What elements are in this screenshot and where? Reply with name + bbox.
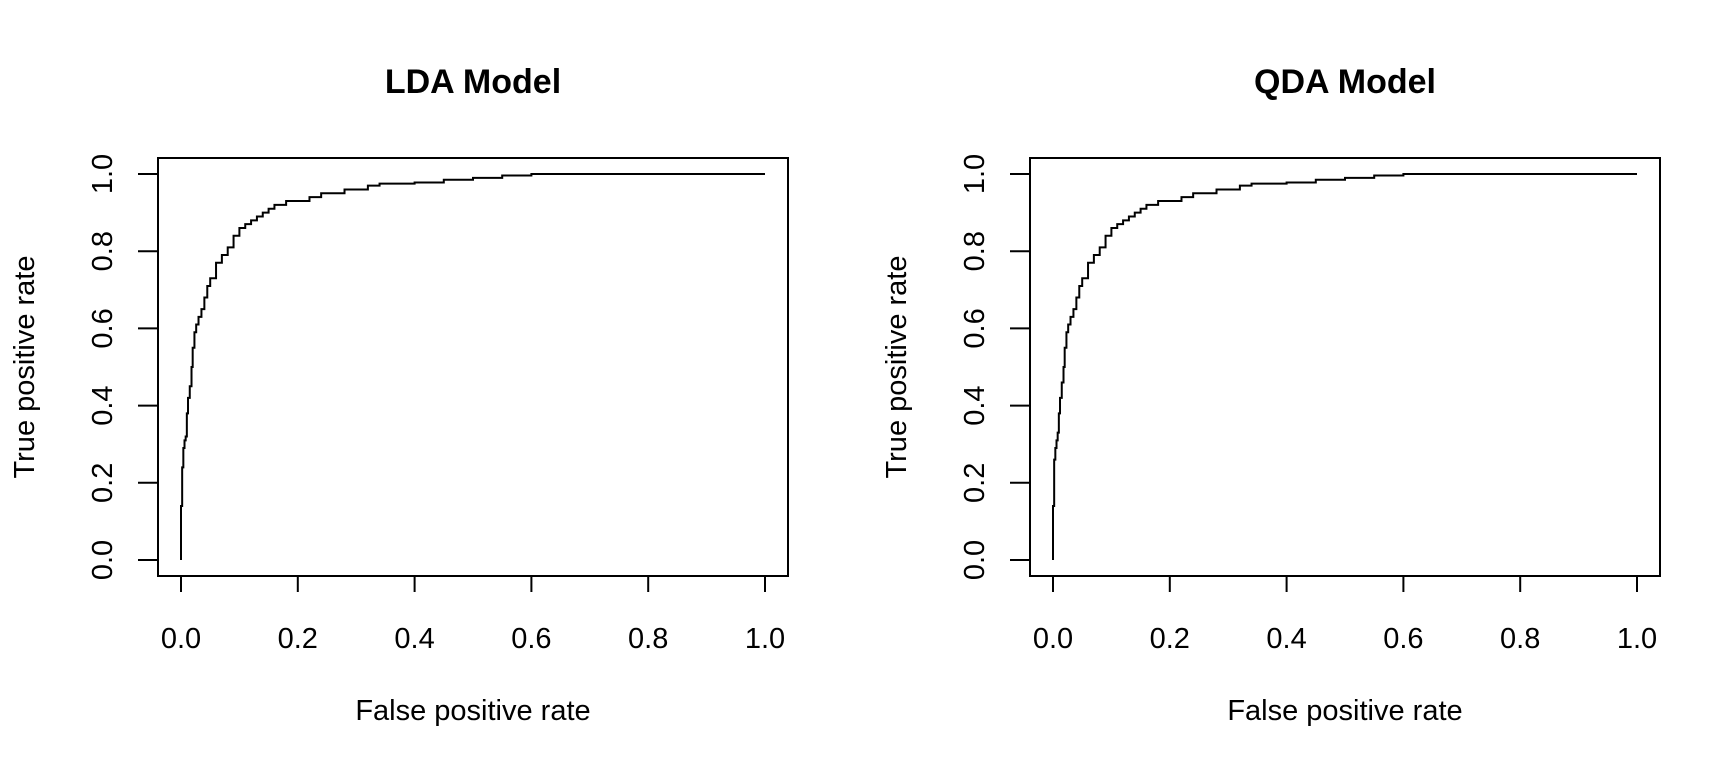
y-tick-label: 0.4 [959, 385, 991, 425]
chart-title: QDA Model [1254, 63, 1436, 101]
y-tick-label: 0.0 [87, 540, 119, 580]
y-tick-label: 0.0 [959, 540, 991, 580]
y-tick-label: 0.2 [959, 463, 991, 503]
x-axis-label: False positive rate [1227, 695, 1462, 727]
y-axis-label: True positive rate [881, 256, 913, 479]
y-tick-label: 0.8 [959, 231, 991, 271]
y-tick-label: 0.2 [87, 463, 119, 503]
lda-roc-panel: LDA Model 0.0 0.2 0.4 0.6 0.8 1.0 0.0 0.2 0.4 0.6 0… [9, 63, 789, 727]
x-tick-label: 0.8 [628, 623, 668, 655]
x-tick-label: 0.4 [1266, 623, 1306, 655]
roc-curve-line [180, 173, 765, 560]
x-tick-label: 0.6 [1383, 623, 1423, 655]
x-tick-label: 1.0 [745, 623, 785, 655]
x-tick-label: 0.2 [278, 623, 318, 655]
qda-roc-panel: QDA Model 0.0 0.2 0.4 0.6 0.8 1.0 0.0 0.2 0.4 0.6 0… [881, 63, 1661, 727]
y-tick-label: 0.6 [87, 308, 119, 348]
chart-title: LDA Model [385, 63, 561, 101]
roc-curve-line [1052, 173, 1637, 560]
y-axis-label: True positive rate [9, 256, 41, 479]
x-tick-label: 0.4 [394, 623, 434, 655]
x-tick-label: 0.8 [1500, 623, 1540, 655]
y-tick-label: 1.0 [87, 154, 119, 194]
x-tick-label: 1.0 [1617, 623, 1657, 655]
y-tick-label: 0.8 [87, 231, 119, 271]
x-tick-label: 0.2 [1150, 623, 1190, 655]
x-tick-label: 0.6 [511, 623, 551, 655]
x-tick-label: 0.0 [161, 623, 201, 655]
y-tick-label: 0.6 [959, 308, 991, 348]
y-tick-label: 1.0 [959, 154, 991, 194]
y-tick-label: 0.4 [87, 385, 119, 425]
x-tick-label: 0.0 [1033, 623, 1073, 655]
x-axis-label: False positive rate [355, 695, 590, 727]
